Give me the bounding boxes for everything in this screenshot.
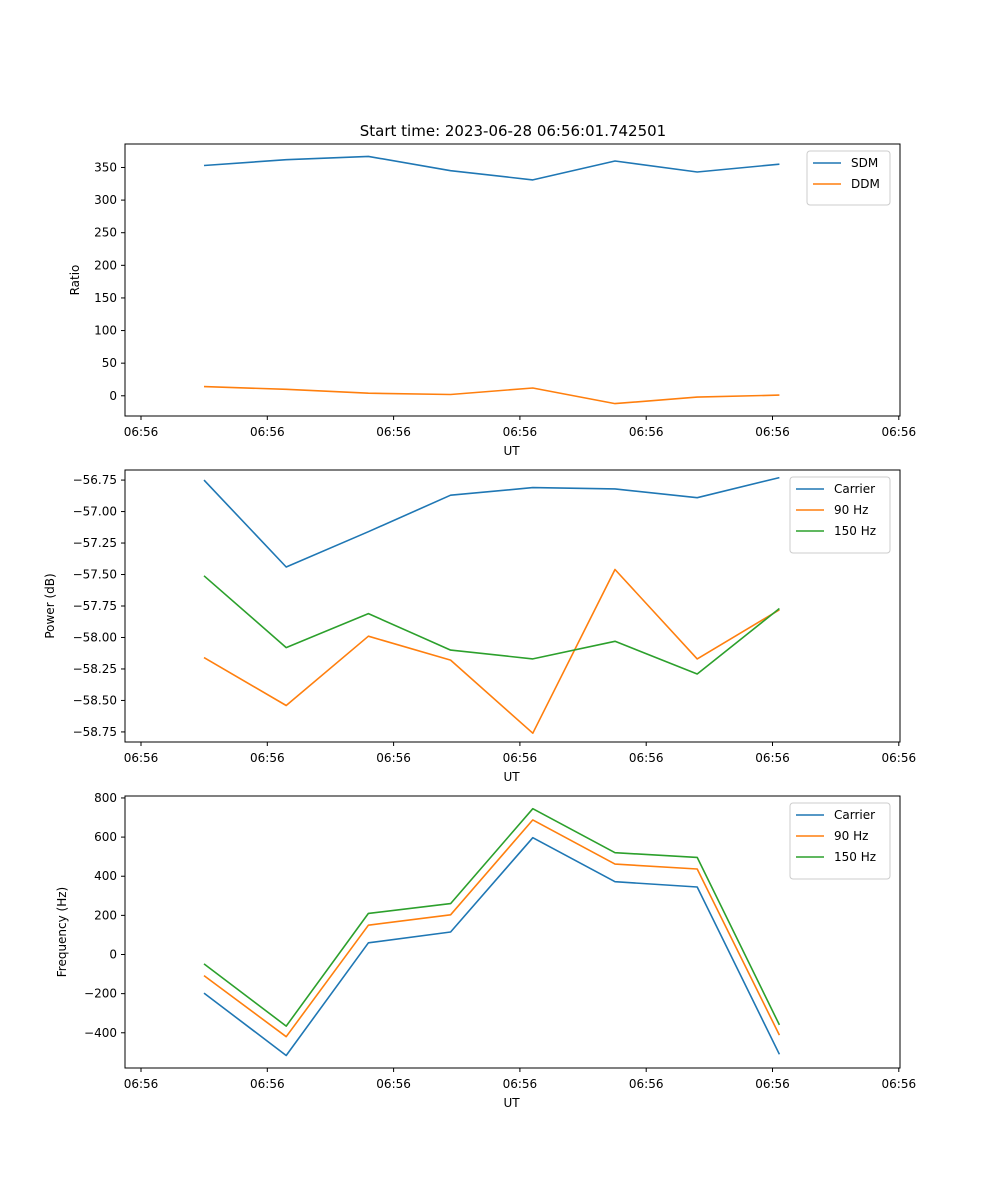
series-line-sdm: [203, 155, 780, 181]
x-tick-label: 06:56: [882, 751, 917, 765]
y-tick-label: 0: [109, 948, 117, 962]
y-tick-label: −58.25: [73, 662, 117, 676]
x-tick-label: 06:56: [882, 425, 917, 439]
series-line-ddm: [203, 385, 780, 405]
legend-entry: 90 Hz: [834, 503, 868, 517]
x-tick-label: 06:56: [755, 751, 790, 765]
y-tick-label: −56.75: [73, 473, 117, 487]
y-tick-label: −57.00: [73, 505, 117, 519]
x-tick-label: 06:56: [629, 1077, 664, 1091]
y-tick-label: 350: [94, 160, 117, 174]
y-tick-label: 200: [94, 258, 117, 272]
legend-box: [789, 476, 891, 554]
x-tick-label: 06:56: [376, 425, 411, 439]
chart-title: Start time: 2023-06-28 06:56:01.742501: [360, 122, 666, 140]
legend: Carrier 90 Hz 150 Hz: [789, 476, 891, 554]
subplot-3: 06:5606:5606:5606:5606:5606:5606:5606:57…: [55, 791, 917, 1110]
y-tick-label: −400: [84, 1026, 117, 1040]
x-axis-label: UT: [503, 444, 520, 458]
legend: Carrier 90 Hz 150 Hz: [789, 802, 891, 880]
y-tick-label: 100: [94, 324, 117, 338]
x-tick-label: 06:56: [124, 1077, 159, 1091]
x-tick-label: 06:56: [124, 751, 159, 765]
y-tick-label: 400: [94, 869, 117, 883]
x-tick-label: 06:56: [250, 1077, 285, 1091]
y-tick-label: 50: [102, 356, 117, 370]
legend-entry: SDM: [851, 156, 878, 170]
x-tick-label: 06:56: [629, 425, 664, 439]
x-tick-label: 06:56: [124, 425, 159, 439]
series-line-150-hz: [203, 575, 780, 675]
y-axis-label: Ratio: [68, 265, 82, 296]
y-tick-label: 250: [94, 226, 117, 240]
x-tick-label: 06:56: [755, 425, 790, 439]
legend-box: [806, 150, 891, 206]
legend: SDM DDM: [806, 150, 891, 206]
x-tick-label: 06:56: [503, 1077, 538, 1091]
y-tick-label: 300: [94, 193, 117, 207]
series-line-carrier: [203, 836, 781, 1057]
y-axis-label: Frequency (Hz): [55, 887, 69, 978]
legend-entry: 150 Hz: [834, 524, 876, 538]
y-tick-label: −57.50: [73, 568, 117, 582]
series-line-carrier: [203, 476, 780, 568]
y-tick-label: −200: [84, 987, 117, 1001]
x-axis-label: UT: [503, 770, 520, 784]
y-tick-label: 200: [94, 908, 117, 922]
axes-frame: [124, 795, 901, 1069]
series-line-150-hz: [203, 807, 781, 1027]
x-axis-label: UT: [503, 1096, 520, 1110]
legend-entry: Carrier: [834, 482, 875, 496]
x-tick-label: 06:56: [376, 1077, 411, 1091]
x-tick-label: 06:56: [629, 751, 664, 765]
y-tick-label: −58.00: [73, 630, 117, 644]
x-tick-label: 06:56: [250, 751, 285, 765]
y-tick-label: 0: [109, 389, 117, 403]
legend-entry: 150 Hz: [834, 850, 876, 864]
y-tick-label: −57.75: [73, 599, 117, 613]
axes-frame: [124, 469, 901, 743]
x-tick-label: 06:56: [882, 1077, 917, 1091]
axes-frame: [124, 143, 901, 417]
y-tick-label: 800: [94, 791, 117, 805]
y-tick-label: −58.50: [73, 693, 117, 707]
legend-entry: 90 Hz: [834, 829, 868, 843]
y-tick-label: 150: [94, 291, 117, 305]
y-tick-label: 600: [94, 830, 117, 844]
x-tick-label: 06:56: [755, 1077, 790, 1091]
y-tick-label: −57.25: [73, 536, 117, 550]
subplot-1: 06:5606:5606:5606:5606:5606:5606:5606:57…: [68, 143, 917, 458]
x-tick-label: 06:56: [376, 751, 411, 765]
x-tick-label: 06:56: [503, 425, 538, 439]
y-axis-label: Power (dB): [43, 573, 57, 638]
series-line-90-hz: [203, 568, 780, 735]
series-line-90-hz: [203, 819, 781, 1038]
legend-entry: Carrier: [834, 808, 875, 822]
x-tick-label: 06:56: [250, 425, 285, 439]
legend-box: [789, 802, 891, 880]
y-tick-label: −58.75: [73, 725, 117, 739]
legend-entry: DDM: [851, 177, 880, 191]
x-tick-label: 06:56: [503, 751, 538, 765]
subplot-2: 06:5606:5606:5606:5606:5606:5606:5606:57…: [43, 469, 917, 784]
